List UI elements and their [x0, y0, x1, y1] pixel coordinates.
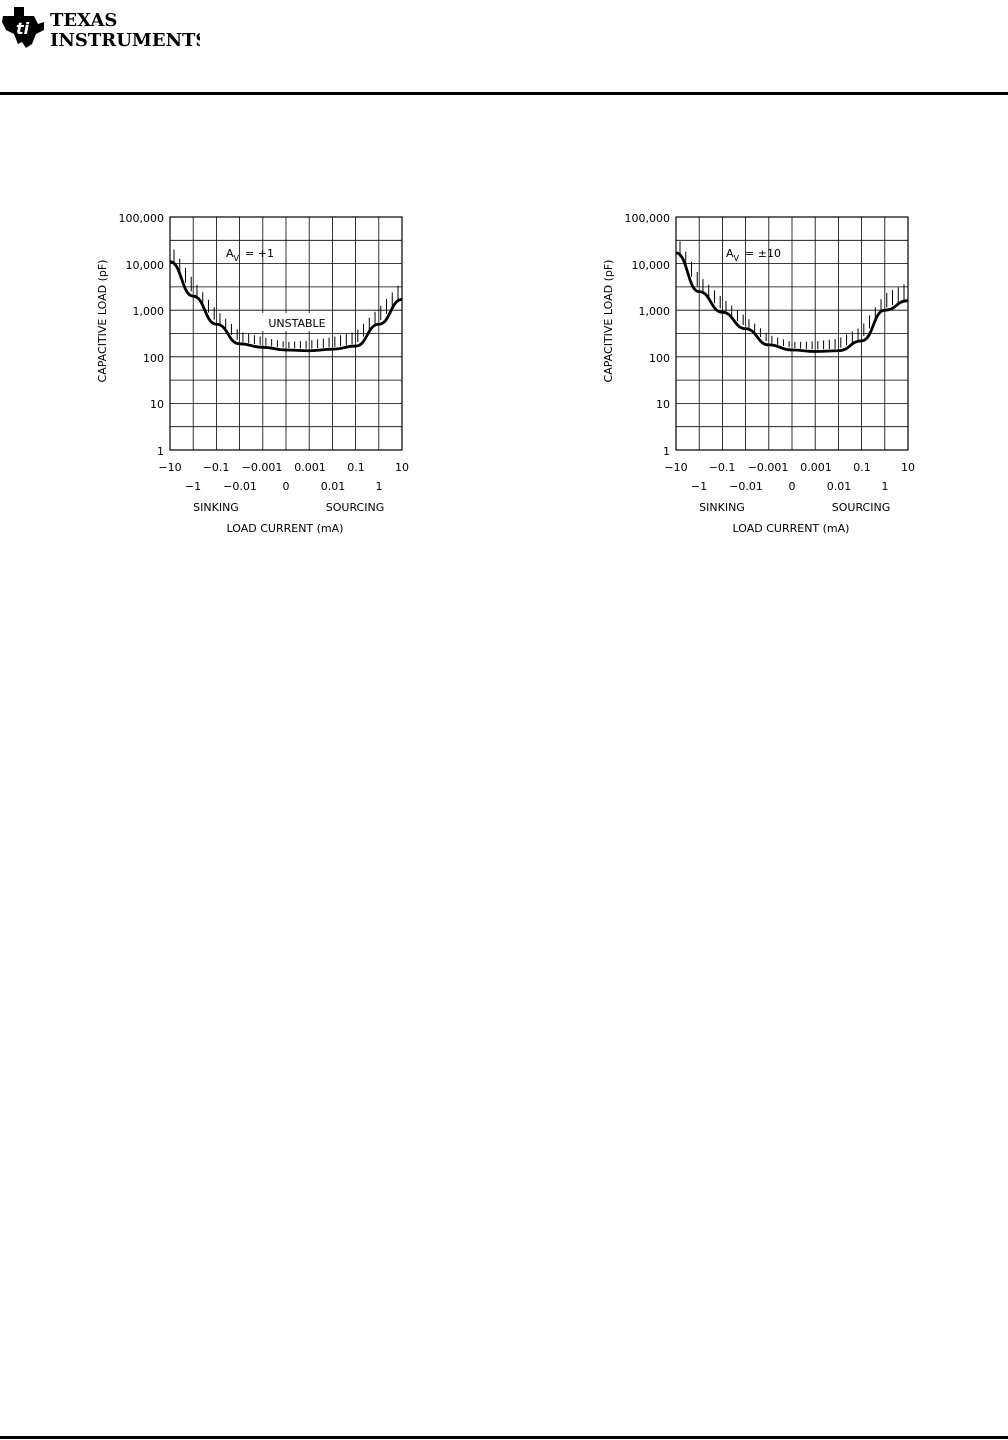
y-tick-label: 100	[649, 352, 670, 365]
y-tick-label: 1	[157, 445, 164, 458]
x-tick-label: −0.001	[748, 461, 789, 474]
y-axis-label: CAPACITIVE LOAD (pF)	[602, 260, 615, 383]
gain-annotation-value: = +1	[245, 247, 274, 260]
x-tick-label: −1	[185, 480, 201, 493]
x-tick-label: 0.1	[853, 461, 871, 474]
y-axis-label: CAPACITIVE LOAD (pF)	[96, 260, 109, 383]
x-tick-label: 1	[376, 480, 383, 493]
x-axis-sinking-label: SINKING	[193, 501, 239, 514]
y-tick-label: 100,000	[625, 212, 671, 225]
x-tick-label: 10	[395, 461, 409, 474]
x-axis-label: LOAD CURRENT (mA)	[733, 522, 850, 535]
y-tick-label: 100	[143, 352, 164, 365]
x-tick-label: −0.001	[242, 461, 283, 474]
y-tick-label: 10,000	[632, 259, 671, 272]
stability-curve	[169, 260, 403, 353]
x-tick-label: 1	[882, 480, 889, 493]
chart-right-svg: 100,000 10,000 1,000 100 10 1 −10 −0.1 −…	[602, 212, 915, 535]
ti-bug-icon: ti	[2, 7, 44, 48]
x-tick-label: −0.1	[203, 461, 230, 474]
x-tick-label: −0.01	[223, 480, 257, 493]
x-tick-label: −10	[158, 461, 181, 474]
x-tick-label: −1	[691, 480, 707, 493]
chart-left-svg: 100,000 10,000 1,000 100 10 1 −10 −0.1 −…	[96, 212, 409, 535]
x-axis-label: LOAD CURRENT (mA)	[227, 522, 344, 535]
x-tick-label: 0.1	[347, 461, 365, 474]
gain-annotation-subscript: V	[734, 254, 740, 263]
stability-curve	[675, 251, 909, 353]
y-tick-label: 1	[663, 445, 670, 458]
gain-annotation-subscript: V	[234, 254, 240, 263]
y-tick-label: 1,000	[133, 305, 165, 318]
x-tick-label: 10	[901, 461, 915, 474]
header-rule	[0, 92, 1008, 95]
x-axis-sourcing-label: SOURCING	[326, 501, 384, 514]
svg-text:ti: ti	[16, 19, 30, 38]
gain-annotation-label: AV = ±10	[726, 247, 781, 263]
gain-annotation-value: = ±10	[745, 247, 781, 260]
x-tick-label: 0	[789, 480, 796, 493]
footer-rule	[0, 1436, 1008, 1439]
x-tick-label: −10	[664, 461, 687, 474]
y-tick-label: 100,000	[119, 212, 165, 225]
gain-annotation-symbol: A	[226, 247, 234, 260]
y-tick-label: 10,000	[126, 259, 165, 272]
x-axis-sinking-label: SINKING	[699, 501, 745, 514]
x-tick-label: −0.1	[709, 461, 736, 474]
gain-annotation-label: AV = +1	[226, 247, 274, 263]
chart-left: 100,000 10,000 1,000 100 10 1 −10 −0.1 −…	[90, 195, 420, 545]
y-tick-label: 10	[656, 398, 670, 411]
x-tick-label: 0.01	[827, 480, 852, 493]
y-tick-label: 10	[150, 398, 164, 411]
unstable-region-label: UNSTABLE	[268, 317, 325, 330]
logo-line2: INSTRUMENTS	[50, 30, 200, 50]
x-tick-label: 0.001	[294, 461, 326, 474]
x-tick-label: 0.001	[800, 461, 832, 474]
logo-line1: TEXAS	[50, 10, 117, 31]
x-tick-label: −0.01	[729, 480, 763, 493]
chart-right: 100,000 10,000 1,000 100 10 1 −10 −0.1 −…	[596, 195, 926, 545]
x-tick-label: 0	[283, 480, 290, 493]
gain-annotation-symbol: A	[726, 247, 734, 260]
texas-instruments-logo: ti TEXAS INSTRUMENTS	[2, 7, 200, 50]
x-axis-sourcing-label: SOURCING	[832, 501, 890, 514]
unstable-label-bg	[262, 313, 332, 331]
x-tick-label: 0.01	[321, 480, 346, 493]
y-tick-label: 1,000	[639, 305, 671, 318]
